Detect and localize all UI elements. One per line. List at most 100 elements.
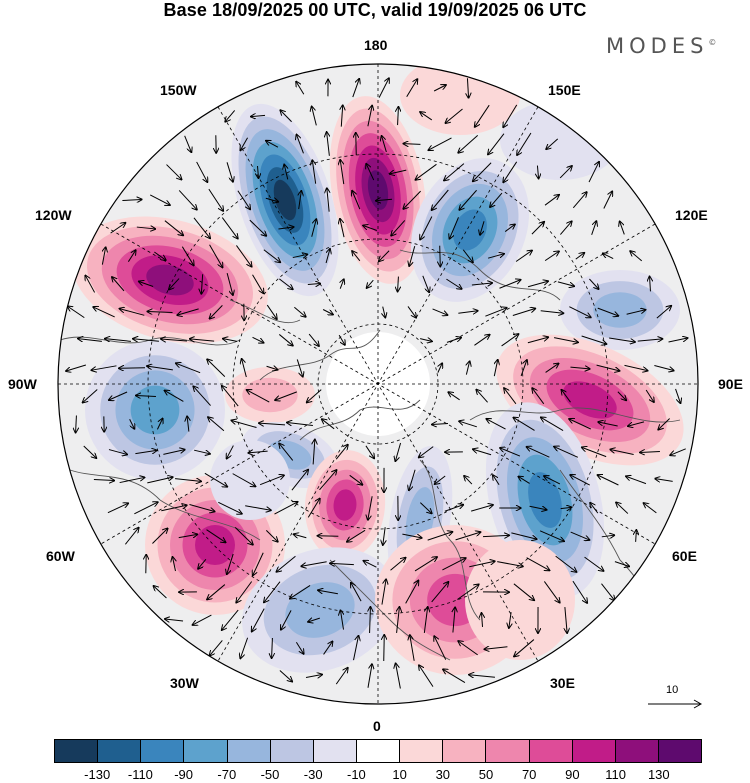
wind-vector [175, 479, 201, 482]
wind-vector [119, 477, 145, 484]
wind-vector [312, 160, 317, 184]
wind-vector [184, 135, 192, 152]
wind-vector [122, 199, 141, 200]
wind-vector [340, 279, 344, 289]
colorbar-tick-label: 30 [435, 767, 451, 782]
colorbar-segment [529, 740, 573, 762]
wind-vector [644, 503, 657, 514]
coastline [329, 559, 451, 661]
wind-vector [636, 530, 637, 542]
wind-vector [575, 253, 584, 260]
wind-vector [485, 647, 508, 649]
wind-vector [319, 470, 337, 491]
wind-vector [514, 639, 535, 657]
wind-vector [396, 663, 401, 689]
wind-vector [433, 85, 446, 92]
wind-vector [601, 583, 614, 601]
wind-vector [512, 309, 535, 316]
wind-vector [109, 391, 128, 400]
wind-vector [432, 423, 449, 424]
wind-vector [266, 141, 279, 148]
wind-vector [236, 245, 251, 266]
wind-vector [518, 477, 530, 484]
wind-vector [134, 502, 157, 515]
wind-vector [544, 476, 561, 485]
wind-vector [129, 419, 135, 429]
wind-vector [335, 445, 348, 460]
wind-vector [405, 581, 419, 604]
brand-copyright-mark: © [708, 38, 717, 47]
wind-vector [226, 162, 233, 181]
wind-vector [446, 338, 461, 343]
wind-vector [206, 529, 226, 543]
wind-vector [620, 222, 625, 235]
wind-vector [584, 556, 604, 571]
wind-vector [655, 479, 673, 482]
wind-vector [487, 254, 504, 259]
wind-vector [281, 610, 292, 629]
wind-vector [473, 162, 492, 182]
wind-vector [207, 359, 226, 377]
wind-vector [299, 191, 302, 210]
anomaly-contour [593, 292, 647, 328]
wind-vector [278, 227, 293, 229]
wind-vector [165, 391, 184, 402]
brand-logo: MODES© [606, 34, 716, 58]
wind-vector [341, 105, 342, 127]
wind-vector [603, 191, 612, 209]
wind-vector [444, 505, 463, 512]
wind-vector [422, 275, 429, 292]
wind-vector [194, 449, 210, 454]
coastline [229, 299, 301, 324]
wind-vector [112, 277, 125, 292]
wind-vector [420, 339, 432, 342]
wind-vector [650, 277, 651, 292]
wind-vector [177, 308, 199, 315]
wind-vector [500, 448, 521, 457]
wind-vector [419, 665, 434, 687]
wind-vector [249, 219, 266, 236]
wind-vector [658, 418, 670, 429]
wind-vector [527, 337, 548, 344]
wind-vector [266, 304, 276, 319]
wind-vector [248, 451, 268, 453]
wind-vector [154, 586, 167, 599]
meridian-line [100, 223, 656, 545]
colorbar-tick-label: -90 [174, 767, 193, 782]
wind-vector [517, 132, 532, 155]
wind-vector [253, 552, 264, 576]
wind-vector [515, 251, 532, 262]
anomaly-contour [563, 381, 617, 419]
anomaly-contour [500, 100, 620, 180]
wind-vector [476, 390, 488, 403]
wind-vector [390, 169, 407, 174]
wind-vector [582, 447, 607, 458]
wind-vector [102, 247, 105, 265]
wind-vector [274, 502, 298, 515]
wind-vector [193, 386, 211, 406]
wind-vector [164, 220, 183, 236]
wind-vector [384, 635, 385, 662]
wind-vector [420, 216, 433, 239]
wind-vector [562, 390, 571, 403]
wind-vector [301, 561, 327, 567]
wind-vector [434, 636, 447, 660]
wind-vector [296, 82, 305, 95]
anomaly-contour [333, 489, 357, 521]
wind-vector [497, 561, 523, 567]
wind-vector [218, 501, 241, 513]
wind-vector [488, 133, 505, 155]
wind-vector [610, 449, 634, 456]
coastline [399, 249, 561, 301]
colorbar-segment [270, 740, 314, 762]
lon-label-30e: 30E [550, 675, 575, 691]
wind-vector [469, 561, 494, 568]
wind-vector [509, 612, 511, 628]
lon-label-120e: 120E [675, 207, 708, 223]
wind-vector [370, 607, 371, 634]
wind-vector [196, 161, 208, 182]
wind-vector [569, 306, 590, 318]
wind-vector [474, 335, 489, 346]
map-boundary [57, 63, 699, 705]
reference-vector-label: 10 [666, 684, 679, 696]
